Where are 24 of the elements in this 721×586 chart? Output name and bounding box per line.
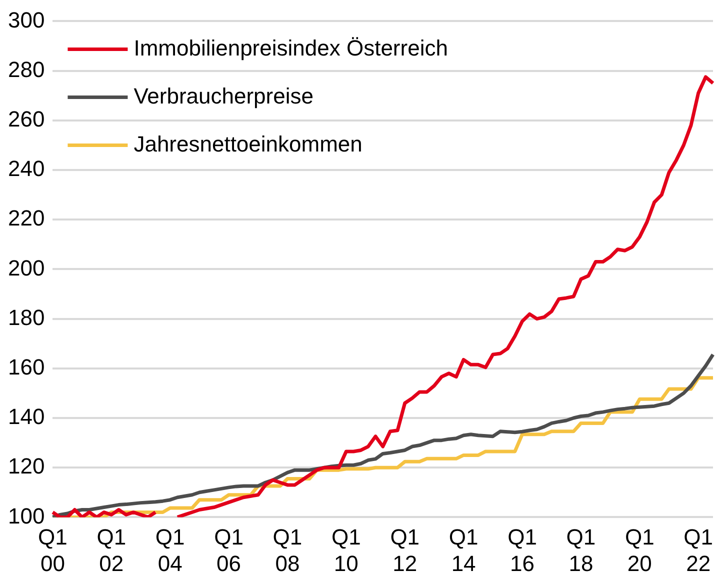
y-tick-label: 220 — [8, 206, 45, 231]
y-tick-label: 160 — [8, 354, 45, 380]
y-tick-label: 260 — [8, 106, 45, 132]
x-tick-label: Q1 06 — [214, 524, 244, 576]
legend-label: Jahresnettoeinkommen — [134, 131, 362, 156]
y-tick-label: 120 — [8, 454, 45, 479]
legend-label: Immobilienpreisindex Österreich — [134, 35, 448, 60]
x-tick-label: Q1 18 — [566, 524, 596, 576]
x-tick-label: Q1 22 — [684, 524, 714, 576]
x-tick-label: Q1 20 — [624, 524, 654, 576]
x-tick-label: Q1 12 — [390, 524, 420, 576]
x-tick-label: Q1 04 — [155, 524, 185, 576]
y-tick-label: 140 — [8, 404, 45, 430]
legend-label: Verbraucherpreise — [134, 83, 314, 108]
y-tick-label: 280 — [8, 56, 45, 82]
y-tick-label: 200 — [8, 255, 45, 280]
y-tick-label: 180 — [8, 304, 45, 330]
y-tick-label: 300 — [8, 7, 45, 32]
x-tick-label: Q1 10 — [331, 524, 361, 576]
y-tick-label: 240 — [8, 156, 45, 182]
x-tick-label: Q1 14 — [448, 524, 478, 576]
x-tick-label: Q1 16 — [508, 524, 537, 576]
x-tick-label: Q1 02 — [96, 524, 126, 576]
x-tick-label: Q1 08 — [272, 524, 302, 576]
